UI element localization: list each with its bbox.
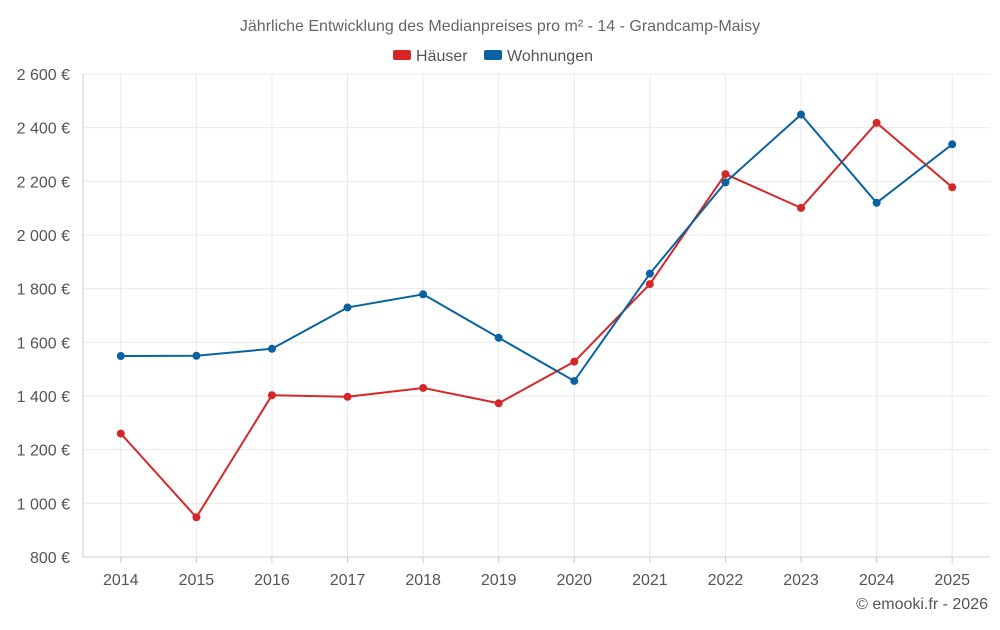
data-point[interactable] [419, 290, 428, 299]
data-point[interactable] [721, 170, 730, 179]
credit-text: © emooki.fr - 2026 [856, 596, 988, 613]
legend-item-wohnungen[interactable]: Wohnungen [484, 48, 593, 65]
x-tick-label: 2016 [254, 572, 290, 589]
y-tick-label: 2 400 € [17, 121, 70, 138]
series-group [116, 110, 957, 522]
data-point[interactable] [267, 344, 276, 353]
legend-swatch [484, 50, 502, 60]
data-point[interactable] [645, 280, 654, 289]
data-point[interactable] [419, 383, 428, 392]
series-häuser [116, 118, 957, 522]
y-tick-label: 2 600 € [17, 67, 70, 84]
y-tick-label: 1 000 € [17, 496, 70, 513]
data-point[interactable] [116, 429, 125, 438]
x-tick-label: 2018 [405, 572, 441, 589]
y-tick-label: 1 400 € [17, 389, 70, 406]
y-tick-label: 800 € [30, 550, 70, 567]
x-tick-label: 2019 [481, 572, 517, 589]
legend[interactable]: Häuser Wohnungen [393, 48, 593, 65]
series-line [120, 121, 953, 519]
data-point[interactable] [570, 376, 579, 385]
y-tick-label: 1 600 € [17, 335, 70, 352]
x-tick-label: 2023 [783, 572, 819, 589]
data-point[interactable] [192, 351, 201, 360]
data-point[interactable] [192, 513, 201, 522]
x-tick-label: 2021 [632, 572, 668, 589]
y-tick-label: 1 200 € [17, 443, 70, 460]
data-point[interactable] [872, 118, 881, 127]
data-point[interactable] [343, 303, 352, 312]
x-tick-label: 2014 [103, 572, 139, 589]
data-point[interactable] [645, 269, 654, 278]
series-line [120, 113, 953, 382]
x-tick-label: 2020 [556, 572, 592, 589]
chart-title: Jährliche Entwicklung des Medianpreises … [240, 18, 760, 35]
legend-label: Wohnungen [507, 48, 593, 65]
data-point[interactable] [570, 357, 579, 366]
x-tick-label: 2022 [708, 572, 744, 589]
legend-swatch [393, 50, 411, 60]
data-point[interactable] [494, 399, 503, 408]
x-tick-label: 2017 [330, 572, 366, 589]
data-point[interactable] [267, 391, 276, 400]
legend-label: Häuser [416, 48, 468, 65]
x-tick-label: 2024 [859, 572, 895, 589]
data-point[interactable] [948, 183, 957, 192]
data-point[interactable] [797, 203, 806, 212]
axes: 800 € 1 000 € 1 200 € 1 400 € 1 600 € 1 800 €… [17, 67, 990, 589]
data-point[interactable] [721, 178, 730, 187]
data-point[interactable] [343, 392, 352, 401]
legend-item-häuser[interactable]: Häuser [393, 48, 468, 65]
x-tick-label: 2025 [934, 572, 970, 589]
data-point[interactable] [797, 110, 806, 119]
data-point[interactable] [948, 140, 957, 149]
x-tick-label: 2015 [179, 572, 215, 589]
series-wohnungen [116, 110, 957, 385]
y-tick-label: 2 000 € [17, 228, 70, 245]
data-point[interactable] [872, 198, 881, 207]
grid [83, 73, 990, 557]
data-point[interactable] [116, 352, 125, 361]
data-point[interactable] [494, 333, 503, 342]
y-tick-label: 1 800 € [17, 282, 70, 299]
y-tick-label: 2 200 € [17, 174, 70, 191]
